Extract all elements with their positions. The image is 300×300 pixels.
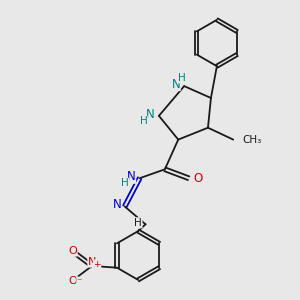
Text: H: H [121, 178, 129, 188]
Text: N: N [88, 257, 96, 267]
Text: N: N [172, 77, 180, 91]
Text: N: N [146, 108, 154, 121]
Text: H: H [178, 73, 186, 83]
Text: O: O [68, 276, 77, 286]
Text: N: N [127, 170, 136, 183]
Text: O: O [68, 246, 77, 256]
Text: +: + [93, 260, 101, 269]
Text: ⁻: ⁻ [77, 277, 82, 287]
Text: H: H [134, 218, 142, 228]
Text: H: H [140, 116, 147, 126]
Text: CH₃: CH₃ [243, 135, 262, 145]
Text: N: N [113, 199, 122, 212]
Text: O: O [194, 172, 203, 185]
